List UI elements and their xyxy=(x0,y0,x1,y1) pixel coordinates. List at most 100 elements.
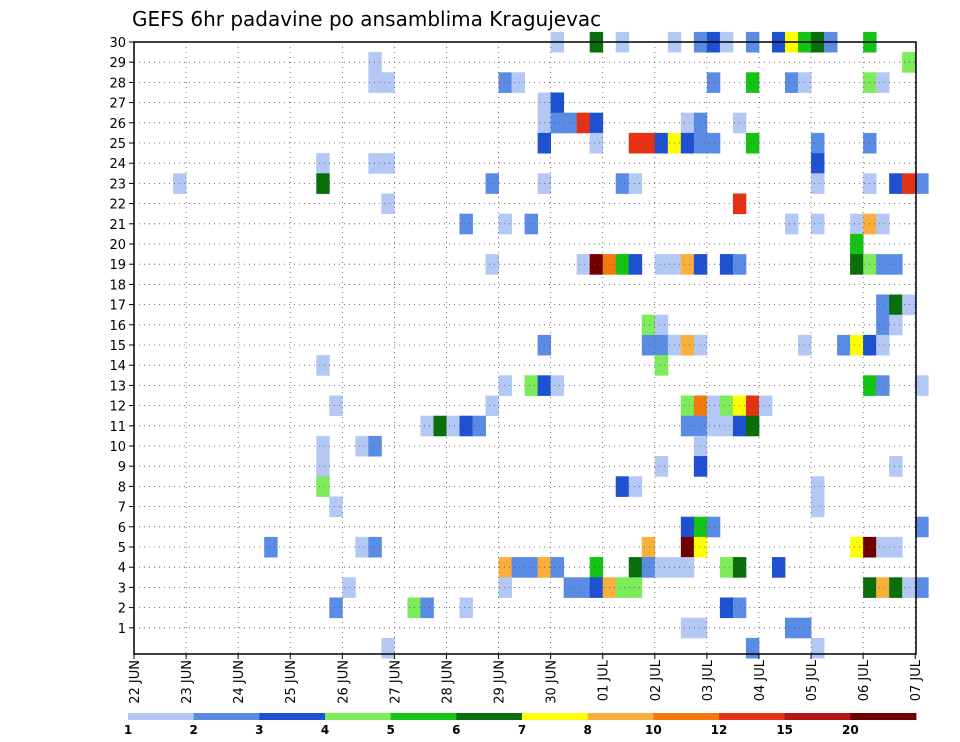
x-tick-label: 02 JUL xyxy=(649,659,664,701)
y-tick-label: 6 xyxy=(118,521,126,536)
precip-cell xyxy=(811,173,825,194)
precip-cell xyxy=(706,72,721,93)
x-tick-label: 28 JUN xyxy=(440,660,455,704)
precip-cell xyxy=(876,577,890,598)
y-tick-label: 18 xyxy=(109,278,126,293)
precip-cell xyxy=(381,637,395,659)
precip-cell xyxy=(511,72,525,93)
precip-cell xyxy=(576,577,591,598)
precip-cell xyxy=(680,254,695,275)
precip-cell xyxy=(563,577,578,598)
precip-cell xyxy=(628,557,643,578)
precip-cell xyxy=(889,577,903,598)
colorbar-label: 3 xyxy=(255,723,263,737)
precip-cell xyxy=(850,213,864,235)
precip-cell xyxy=(381,72,395,93)
precip-cell xyxy=(264,536,278,558)
precip-cell xyxy=(706,415,721,437)
precip-cell xyxy=(641,557,656,578)
precip-cell xyxy=(811,476,825,497)
precip-cell xyxy=(745,395,760,417)
x-tick-label: 07 JUL xyxy=(909,659,924,701)
y-tick-label: 2 xyxy=(118,602,126,617)
precip-cell xyxy=(589,132,604,154)
precip-cell xyxy=(316,153,330,174)
precip-cell xyxy=(615,577,630,598)
x-tick-label: 24 JUN xyxy=(232,660,247,704)
precip-cell xyxy=(589,254,604,275)
x-tick-label: 03 JUL xyxy=(701,659,716,701)
precip-cell xyxy=(459,415,473,437)
colorbar-label: 10 xyxy=(645,723,662,737)
precip-cell xyxy=(693,456,708,477)
precip-cell xyxy=(628,132,643,154)
colorbar-swatch xyxy=(784,713,851,720)
precip-cell xyxy=(693,112,708,134)
precip-cell xyxy=(459,213,473,235)
precip-cell xyxy=(680,516,695,538)
precip-cell xyxy=(680,557,695,578)
colorbar-swatch xyxy=(850,713,917,720)
precip-cell xyxy=(628,476,643,497)
y-tick-label: 19 xyxy=(109,258,126,273)
y-tick-label: 30 xyxy=(109,36,126,51)
y-tick-label: 22 xyxy=(109,198,126,213)
colorbar-swatch xyxy=(193,713,260,720)
colorbar-label: 5 xyxy=(386,723,394,737)
precip-cell xyxy=(628,577,643,598)
precip-cell xyxy=(316,476,330,497)
precip-cell xyxy=(758,395,773,417)
precip-cell xyxy=(641,334,656,356)
precip-cell xyxy=(693,395,708,417)
precip-cell xyxy=(381,193,395,215)
precip-cell xyxy=(654,314,669,336)
precip-cell xyxy=(654,132,669,154)
colorbar-swatch xyxy=(522,713,589,720)
colorbar-swatch xyxy=(456,713,523,720)
precip-cell xyxy=(850,536,864,558)
precip-cell xyxy=(641,132,656,154)
precip-cell xyxy=(459,597,473,619)
precip-cell xyxy=(550,112,565,134)
x-tick-label: 30 JUN xyxy=(545,660,560,704)
precip-cell xyxy=(355,536,369,558)
precip-cell xyxy=(915,516,929,538)
y-tick-label: 7 xyxy=(118,501,126,516)
y-tick-label: 15 xyxy=(109,339,126,354)
precip-cell xyxy=(785,213,799,235)
precip-cell xyxy=(368,52,382,73)
precip-cell xyxy=(316,355,330,376)
precip-cell xyxy=(850,233,864,255)
precip-cell xyxy=(498,72,512,93)
precip-cell xyxy=(498,557,512,578)
precip-cell xyxy=(576,254,591,275)
precip-cell xyxy=(719,415,734,437)
y-tick-label: 16 xyxy=(109,319,126,334)
colorbar-label: 15 xyxy=(776,723,793,737)
colorbar-label: 8 xyxy=(583,723,591,737)
precip-cell xyxy=(524,375,539,396)
x-tick-label: 27 JUN xyxy=(388,660,403,704)
x-tick-label: 05 JUL xyxy=(805,659,820,701)
chart-title: GEFS 6hr padavine po ansamblima Kragujev… xyxy=(132,7,601,31)
precip-cell xyxy=(902,577,916,598)
precip-cell xyxy=(889,173,903,194)
precip-cell xyxy=(889,254,903,275)
precip-cell xyxy=(811,132,825,154)
x-axis: 22 JUN 23 JUN 24 JUN 25 JUN 26 JUN 27 JUN 28 J… xyxy=(128,654,924,704)
precip-cell xyxy=(589,112,604,134)
precip-cell xyxy=(889,456,903,477)
y-tick-label: 4 xyxy=(118,561,126,576)
precip-cell xyxy=(889,536,903,558)
x-tick-label: 01 JUL xyxy=(597,659,612,701)
y-tick-label: 12 xyxy=(109,400,126,415)
precip-cell xyxy=(381,153,395,174)
precip-cell xyxy=(876,375,890,396)
precip-cell xyxy=(589,557,604,578)
precip-cell xyxy=(524,213,539,235)
precip-cell xyxy=(771,557,786,578)
precip-cell xyxy=(811,153,825,174)
precip-cell xyxy=(902,294,916,316)
y-tick-label: 3 xyxy=(118,581,126,596)
precip-cell xyxy=(628,254,643,275)
